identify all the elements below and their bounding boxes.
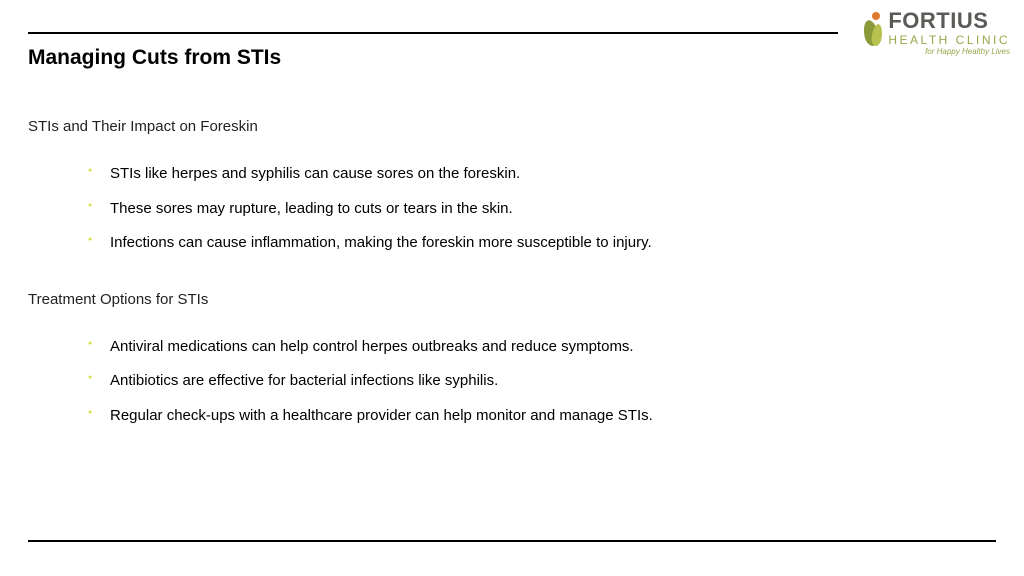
section-heading: Treatment Options for STIs: [28, 291, 788, 308]
bullet-list: STIs like herpes and syphilis can cause …: [88, 163, 728, 255]
brand-logo: FORTIUS HEALTH CLINIC for Happy Healthy …: [862, 10, 1010, 56]
logo-brand-text: FORTIUS: [888, 10, 1010, 32]
logo-tagline: for Happy Healthy Lives: [888, 48, 1010, 56]
content-area: STIs and Their Impact on Foreskin STIs l…: [28, 118, 788, 463]
list-item: Antiviral medications can help control h…: [88, 336, 728, 359]
list-item: STIs like herpes and syphilis can cause …: [88, 163, 728, 186]
list-item: Regular check-ups with a healthcare prov…: [88, 405, 728, 428]
logo-sub-text: HEALTH CLINIC: [888, 34, 1010, 46]
logo-mark-icon: [862, 10, 884, 54]
bottom-rule: [28, 540, 996, 542]
section-heading: STIs and Their Impact on Foreskin: [28, 118, 788, 135]
list-item: Infections can cause inflammation, makin…: [88, 232, 728, 255]
bullet-list: Antiviral medications can help control h…: [88, 336, 728, 428]
top-rule: [28, 32, 838, 34]
list-item: Antibiotics are effective for bacterial …: [88, 370, 728, 393]
list-item: These sores may rupture, leading to cuts…: [88, 198, 728, 221]
page-title: Managing Cuts from STIs: [28, 46, 281, 70]
